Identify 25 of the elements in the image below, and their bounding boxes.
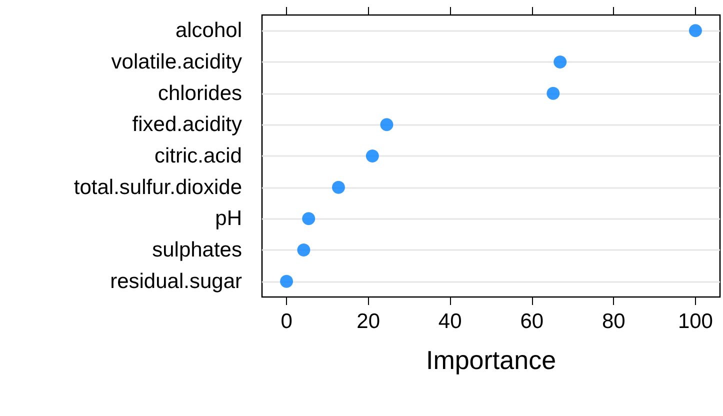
x-axis-title: Importance — [426, 345, 556, 375]
x-tick-label: 60 — [520, 310, 544, 333]
x-tick-label: 80 — [602, 310, 626, 333]
point — [366, 150, 379, 162]
y-tick-label: volatile.acidity — [111, 50, 242, 74]
y-tick-label: citric.acid — [154, 144, 242, 168]
point — [554, 56, 567, 68]
point — [688, 24, 702, 38]
y-tick-label: chlorides — [158, 82, 242, 105]
x-tick-label: 20 — [356, 310, 380, 333]
point — [380, 118, 394, 132]
point — [302, 212, 316, 226]
x-tick-label: 40 — [438, 310, 462, 333]
y-tick-label: residual.sugar — [110, 270, 242, 293]
point — [280, 274, 294, 288]
y-tick-label: sulphates — [152, 238, 242, 262]
point — [297, 244, 310, 256]
point — [546, 86, 560, 100]
x-tick-label: 0 — [280, 310, 292, 333]
y-tick-label: total.sulfur.dioxide — [74, 176, 242, 199]
y-tick-label: fixed.acidity — [132, 113, 242, 136]
point — [332, 180, 345, 194]
x-tick-label: 100 — [678, 310, 713, 333]
y-tick-label: pH — [215, 207, 242, 230]
y-tick-label: alcohol — [175, 19, 242, 42]
